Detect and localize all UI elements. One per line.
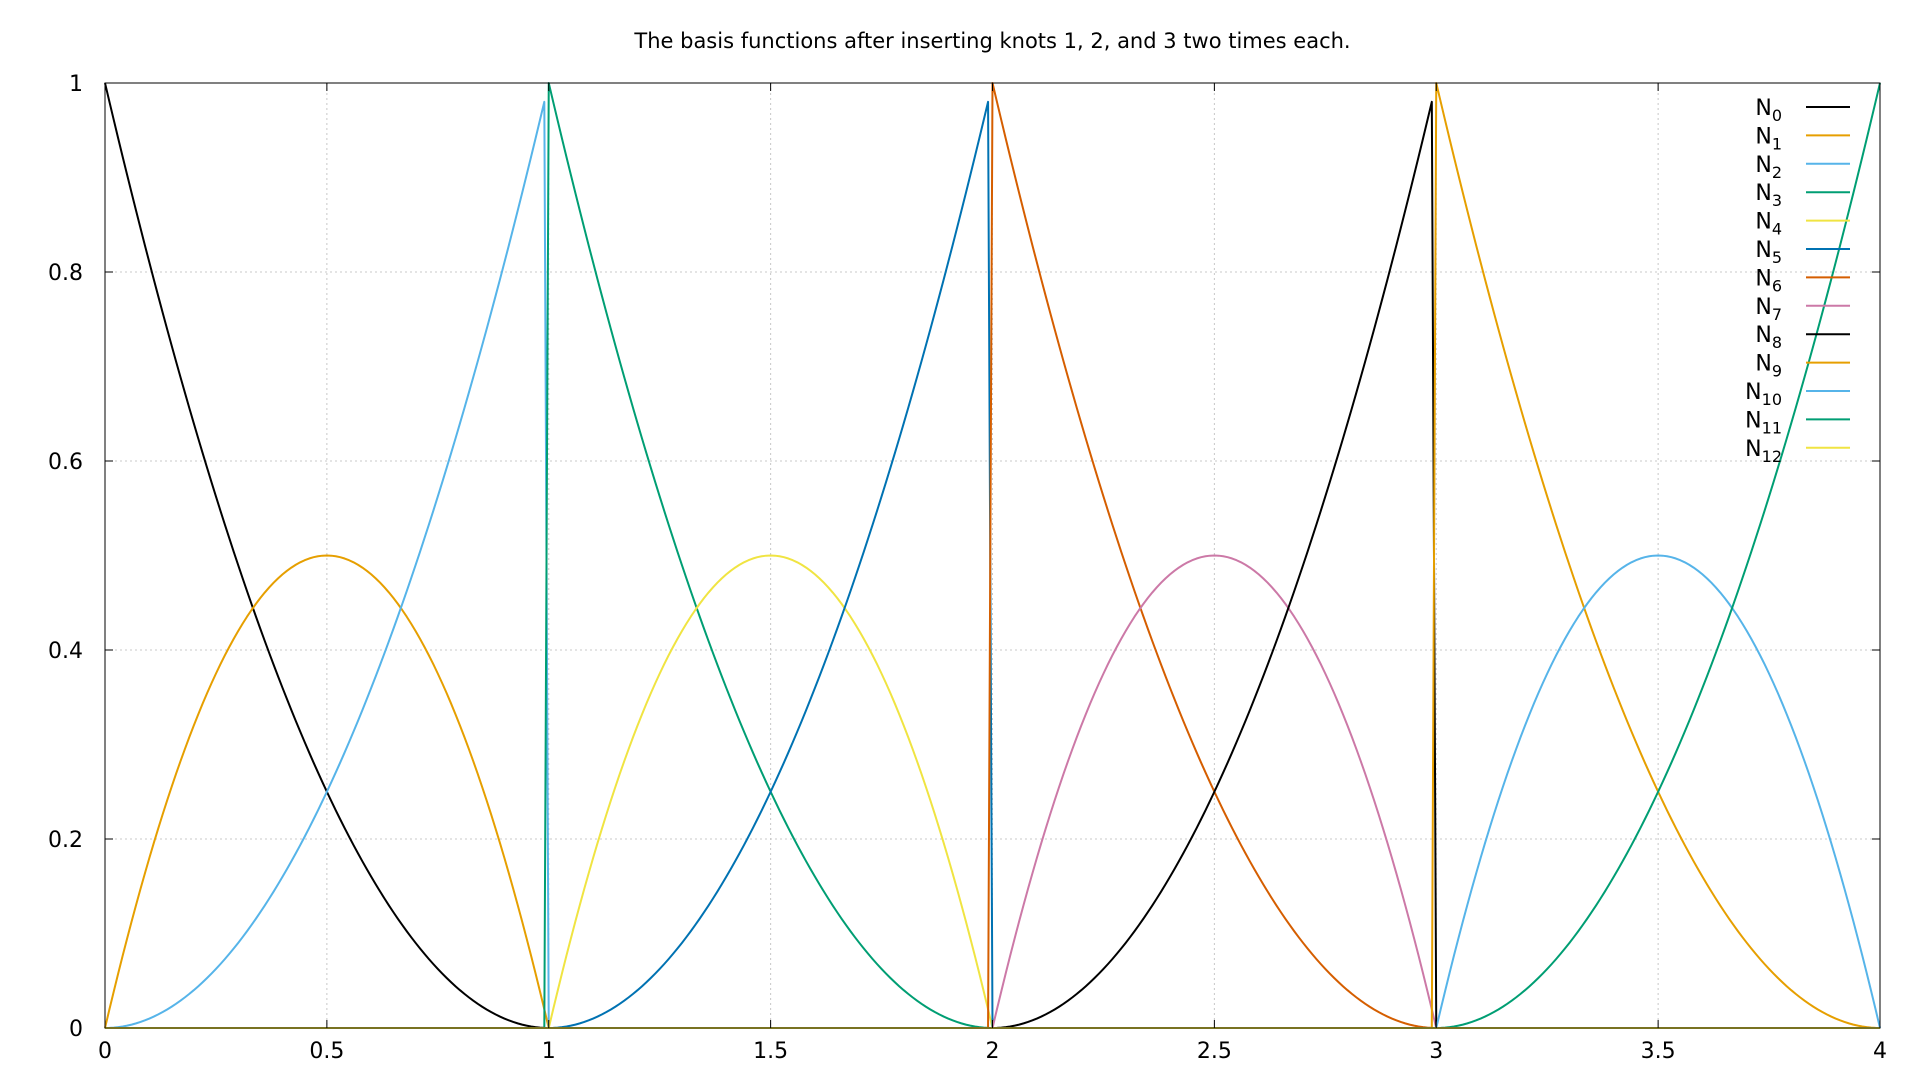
legend-label-n1: N1 [1755,124,1782,153]
y-tick-label: 0.6 [48,450,83,475]
y-tick-label: 0.8 [48,261,83,286]
plot-area [104,82,1881,1029]
legend-label-n12: N12 [1745,437,1782,466]
legend-label-n6: N6 [1755,266,1782,295]
grid [105,83,1880,1028]
legend-label-n4: N4 [1755,210,1782,239]
x-tick-label: 1.5 [753,1039,788,1064]
legend-label-n10: N10 [1745,380,1782,409]
legend-label-n9: N9 [1755,352,1782,381]
legend-label-n2: N2 [1755,153,1782,182]
x-tick-label: 1 [542,1039,556,1064]
x-tick-label: 0 [98,1039,112,1064]
x-tick-label: 2.5 [1197,1039,1232,1064]
legend-label-n11: N11 [1745,408,1782,437]
y-tick-label: 0.2 [48,828,83,853]
legend-label-n8: N8 [1755,323,1782,352]
legend-label-n0: N0 [1755,96,1782,125]
axes: 0 0.5 1 1.5 2 2.5 3 3.5 4 0 0.2 0.4 0.6 0.8 1 [48,72,1887,1064]
y-tick-label: 1 [69,72,83,97]
legend-label-n7: N7 [1755,295,1782,324]
x-tick-label: 3 [1429,1039,1443,1064]
legend-label-n5: N5 [1755,238,1782,267]
x-tick-label: 3.5 [1641,1039,1676,1064]
x-tick-label: 2 [986,1039,1000,1064]
y-tick-label: 0.4 [48,639,83,664]
x-tick-label: 4 [1873,1039,1887,1064]
x-tick-label: 0.5 [309,1039,344,1064]
chart-title: The basis functions after inserting knot… [633,29,1350,53]
legend-label-n3: N3 [1755,181,1782,210]
y-tick-label: 0 [69,1017,83,1042]
